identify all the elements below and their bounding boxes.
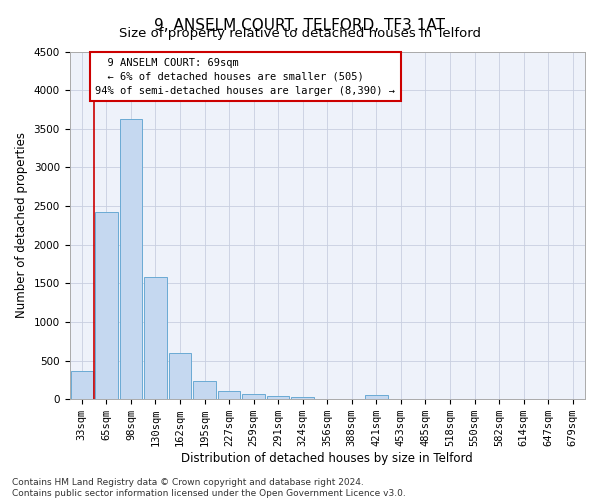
Bar xyxy=(267,396,289,399)
Bar xyxy=(95,212,118,399)
Bar xyxy=(144,277,167,399)
Text: Contains HM Land Registry data © Crown copyright and database right 2024.
Contai: Contains HM Land Registry data © Crown c… xyxy=(12,478,406,498)
Y-axis label: Number of detached properties: Number of detached properties xyxy=(15,132,28,318)
Bar xyxy=(169,353,191,399)
Text: 9, ANSELM COURT, TELFORD, TF3 1AT: 9, ANSELM COURT, TELFORD, TF3 1AT xyxy=(155,18,445,32)
Bar xyxy=(365,394,388,399)
Text: 9 ANSELM COURT: 69sqm
  ← 6% of detached houses are smaller (505)
94% of semi-de: 9 ANSELM COURT: 69sqm ← 6% of detached h… xyxy=(95,58,395,96)
Bar xyxy=(292,397,314,399)
Bar xyxy=(218,390,241,399)
Bar xyxy=(119,120,142,399)
Bar xyxy=(242,394,265,399)
X-axis label: Distribution of detached houses by size in Telford: Distribution of detached houses by size … xyxy=(181,452,473,465)
Bar xyxy=(193,382,216,399)
Text: Size of property relative to detached houses in Telford: Size of property relative to detached ho… xyxy=(119,28,481,40)
Bar xyxy=(71,372,93,399)
